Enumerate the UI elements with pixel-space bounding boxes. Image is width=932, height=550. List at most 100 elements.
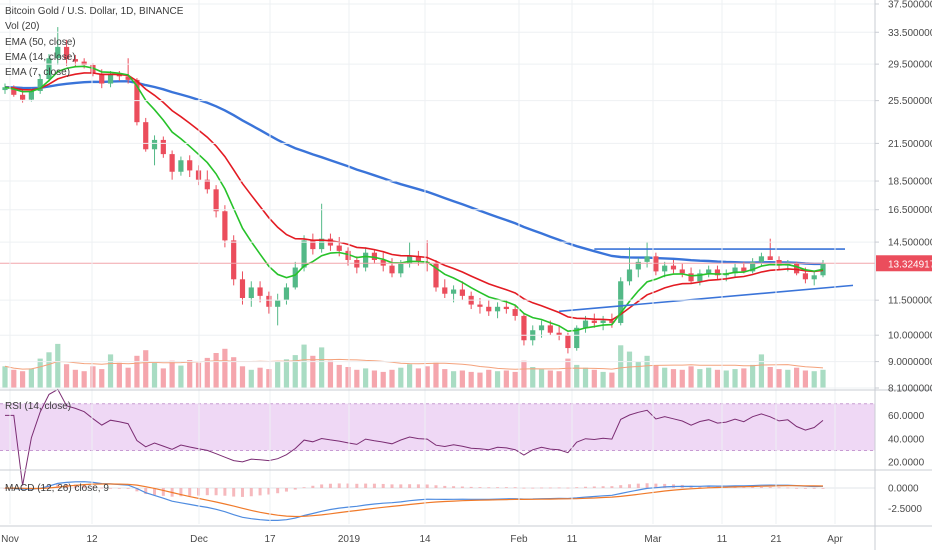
candle-body [538, 325, 545, 331]
candle-body [644, 256, 650, 262]
volume-bar [2, 366, 8, 388]
candle-body [371, 252, 378, 260]
macd-histogram-bar [504, 487, 508, 488]
rsi-tick-label: 40.0000 [888, 434, 925, 445]
macd-histogram-bar [478, 487, 482, 488]
macd-histogram-bar [320, 484, 324, 488]
candle-body [706, 269, 712, 274]
price-pane[interactable] [0, 27, 875, 388]
volume-bar [538, 369, 545, 388]
volume-bar [486, 369, 492, 388]
price-tick-label: 11.50000000 [888, 296, 932, 307]
price-tag-label: 13.32491760 [888, 259, 932, 270]
candle-body [714, 269, 721, 276]
candle-body [46, 58, 52, 79]
macd-histogram-bar [786, 487, 790, 489]
volume-bar [424, 366, 430, 388]
signal-line [4, 483, 824, 518]
macd-histogram-bar [768, 487, 772, 488]
candle-body [442, 287, 448, 294]
candle-body [151, 139, 158, 150]
candle-body [275, 300, 281, 307]
macd-histogram-bar [284, 488, 288, 492]
macd-histogram-bar [663, 483, 667, 488]
macd-histogram-bar [381, 483, 385, 488]
volume-bar [653, 365, 659, 388]
candle-body [433, 263, 439, 288]
candle-body [178, 160, 184, 172]
candle-body [494, 306, 501, 312]
candle-body [662, 265, 668, 272]
macd-histogram-bar [302, 487, 306, 489]
candle-body [292, 267, 298, 288]
volume-bar [398, 367, 404, 388]
candle-body [503, 306, 509, 310]
macd-histogram-bar [153, 488, 157, 495]
volume-bar [468, 371, 474, 388]
candle-body [609, 320, 615, 323]
volume-bar [90, 366, 96, 388]
price-tick-label: 10.00000000 [888, 331, 932, 342]
macd-pane[interactable] [0, 481, 875, 521]
volume-bar [389, 369, 395, 388]
volume-legend: Vol (20) [5, 21, 40, 33]
macd-histogram-bar [328, 483, 332, 488]
macd-histogram-bar [751, 487, 755, 488]
macd-histogram-bar [742, 487, 746, 488]
price-tag [876, 255, 932, 272]
candle-body [301, 240, 307, 268]
volume-bar [63, 364, 70, 388]
volume-bar [565, 358, 571, 388]
volume-bar [644, 355, 650, 388]
candle-body [802, 273, 809, 280]
macd-histogram-bar [117, 488, 121, 489]
candle-body [19, 94, 26, 100]
macd-histogram-bar [443, 485, 447, 488]
candle-body [125, 76, 131, 80]
macd-histogram-bar [293, 488, 297, 490]
price-tick-label: 18.50000000 [888, 177, 932, 188]
volume-bar [785, 369, 791, 388]
candle-body [310, 240, 316, 250]
ema14-line [4, 72, 824, 321]
candle-body [231, 240, 237, 280]
price-tick-label: 25.50000000 [888, 96, 932, 107]
candle-body [81, 61, 87, 65]
time-tick-label: Mar [644, 534, 662, 545]
candle-body [653, 256, 659, 272]
volume-bar [407, 364, 413, 388]
candle-body [600, 320, 606, 323]
price-tick-label: 37.50000000 [888, 0, 932, 11]
candle-body [37, 78, 43, 91]
macd-histogram-bar [548, 487, 552, 489]
candle-body [477, 304, 483, 307]
ema14-legend: EMA (14, close) [5, 51, 76, 63]
volume-bar [618, 345, 624, 388]
macd-tick-label: -2.5000 [888, 504, 922, 515]
candle-body [283, 287, 290, 301]
volume-bar [741, 368, 747, 388]
candle-body [160, 139, 166, 155]
rsi-pane[interactable] [0, 388, 875, 486]
volume-bar [151, 362, 158, 388]
volume-bar [626, 351, 633, 388]
macd-histogram-bar [240, 488, 244, 497]
volume-bar [99, 369, 105, 388]
candle-body [222, 211, 228, 241]
volume-bar [28, 368, 34, 388]
rsi-tick-label: 20.0000 [888, 458, 925, 469]
macd-histogram-bar [337, 483, 341, 488]
candle-body [556, 332, 562, 336]
volume-bar [248, 369, 254, 388]
volume-bar [477, 372, 483, 388]
candle-body [459, 289, 465, 296]
macd-histogram-bar [82, 485, 86, 488]
candle-body [811, 275, 817, 280]
macd-histogram-bar [258, 488, 262, 496]
macd-histogram-bar [179, 488, 183, 497]
volume-bar [582, 367, 589, 388]
price-tick-label: 33.50000000 [888, 28, 932, 39]
volume-bar [811, 371, 817, 388]
